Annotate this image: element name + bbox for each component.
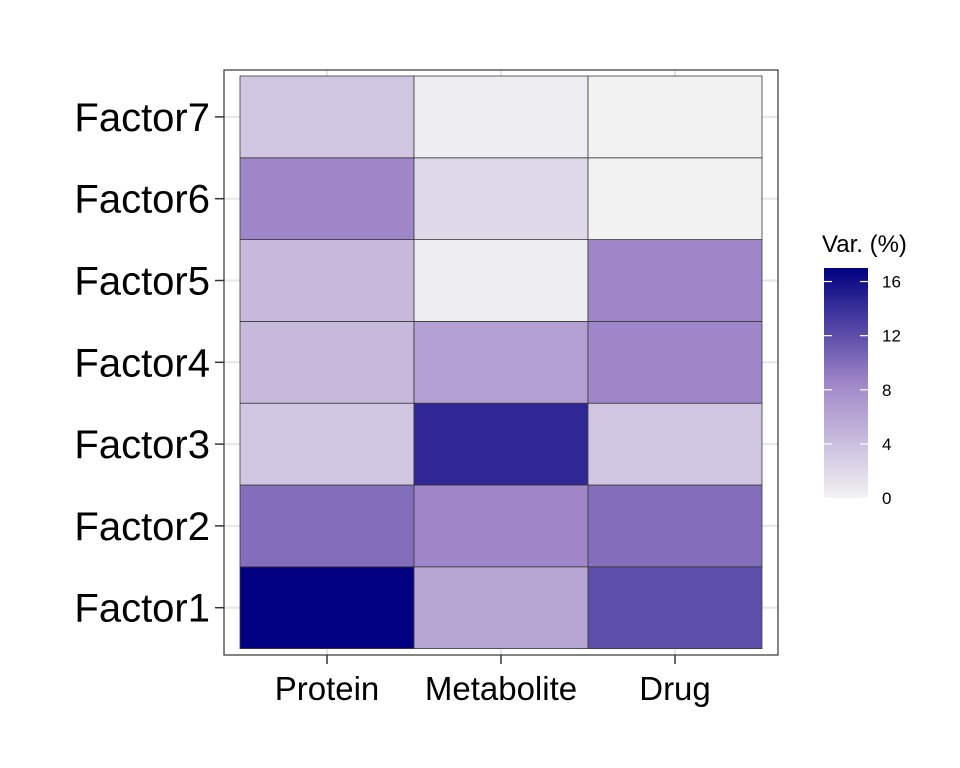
legend-tick-label: 4 <box>882 435 891 454</box>
heatmap-cell-factor3-protein <box>239 402 415 486</box>
x-tick-label: Protein <box>275 670 380 707</box>
heatmap-cells <box>239 75 763 649</box>
legend-tick-label: 16 <box>882 273 901 292</box>
heatmap-cell-factor6-protein <box>239 157 415 241</box>
y-tick-label: Factor3 <box>74 423 210 467</box>
y-tick-label: Factor1 <box>74 587 210 631</box>
heatmap-cell-factor7-protein <box>239 75 415 159</box>
legend-tick-label: 8 <box>882 381 891 400</box>
heatmap-cell-factor6-drug <box>587 157 763 241</box>
heatmap-cell-factor3-metabolite <box>413 402 589 486</box>
heatmap-cell-factor1-drug <box>587 566 763 649</box>
x-tick-label: Metabolite <box>425 670 577 707</box>
heatmap-cell-factor5-protein <box>239 239 415 322</box>
heatmap-cell-factor6-metabolite <box>413 157 589 241</box>
legend-colorbar <box>824 268 868 498</box>
heatmap-cell-factor4-protein <box>239 320 415 404</box>
legend-title: Var. (%) <box>822 231 907 258</box>
y-axis: Factor1 Factor2 Factor3 Factor4 Factor5 Facto… <box>74 96 224 631</box>
y-tick-label: Factor7 <box>74 96 210 140</box>
legend-tick-label: 0 <box>882 489 891 508</box>
y-tick-label: Factor4 <box>74 341 210 385</box>
y-tick-label: Factor2 <box>74 505 210 549</box>
heatmap-cell-factor7-metabolite <box>413 75 589 159</box>
legend-tick-label: 12 <box>882 327 901 346</box>
x-tick-label: Drug <box>639 670 711 707</box>
y-tick-label: Factor6 <box>74 178 210 222</box>
y-tick-label: Factor5 <box>74 260 210 304</box>
heatmap-cell-factor7-drug <box>587 75 763 159</box>
heatmap-cell-factor4-drug <box>587 320 763 404</box>
heatmap-cell-factor2-metabolite <box>413 484 589 568</box>
heatmap-cell-factor3-drug <box>587 402 763 486</box>
heatmap-cell-factor1-metabolite <box>413 566 589 649</box>
heatmap-cell-factor5-drug <box>587 239 763 322</box>
heatmap-cell-factor2-protein <box>239 484 415 568</box>
color-legend: Var. (%) 0 4 8 12 16 <box>822 231 907 508</box>
heatmap-cell-factor1-protein <box>239 566 415 649</box>
x-axis: Protein Metabolite Drug <box>275 655 711 707</box>
heatmap-cell-factor5-metabolite <box>413 239 589 322</box>
heatmap-cell-factor2-drug <box>587 484 763 568</box>
heatmap-cell-factor4-metabolite <box>413 320 589 404</box>
